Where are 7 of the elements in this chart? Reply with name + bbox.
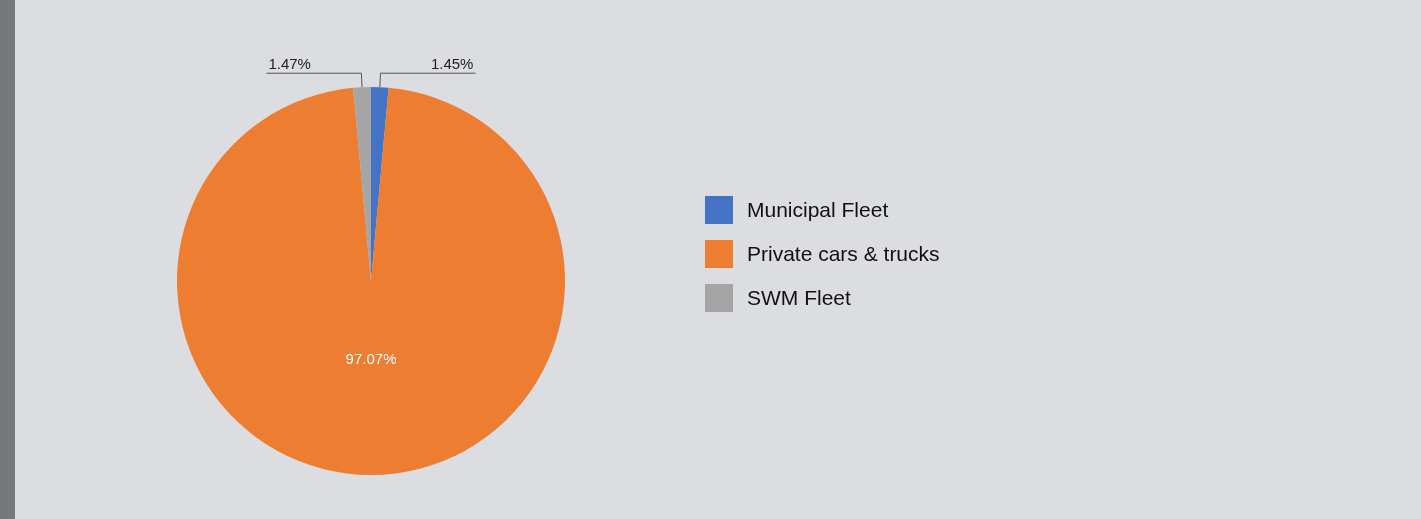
data-label: 1.45% [430, 55, 474, 73]
data-label: 97.07% [345, 350, 397, 368]
pie-slice [177, 87, 565, 475]
legend-label: Private cars & trucks [747, 242, 940, 265]
legend-label: Municipal Fleet [747, 198, 889, 221]
legend-label: SWM Fleet [747, 286, 851, 309]
data-label: 1.47% [268, 55, 311, 73]
